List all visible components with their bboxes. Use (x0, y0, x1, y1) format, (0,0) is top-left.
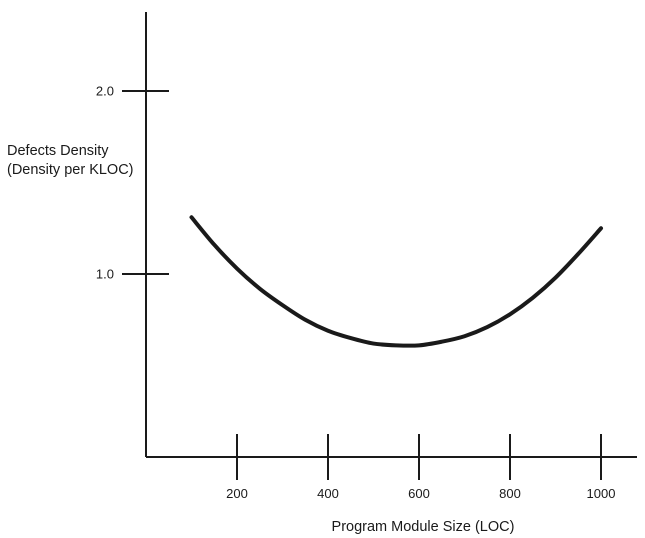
x-tick-label: 400 (317, 486, 339, 501)
y-axis-label: Defects Density (Density per KLOC) (7, 143, 134, 178)
y-tick-label: 1.0 (96, 267, 114, 282)
x-tick-label: 1000 (587, 486, 616, 501)
x-ticks: 200 400 600 800 1000 (226, 434, 615, 501)
y-axis-label-line: (Density per KLOC) (7, 162, 134, 178)
x-tick-label: 200 (226, 486, 248, 501)
series-line (189, 215, 603, 348)
y-axis-label-line: Defects Density (7, 143, 109, 159)
y-ticks: 1.0 2.0 (96, 84, 169, 282)
x-tick-label: 600 (408, 486, 430, 501)
x-tick-label: 800 (499, 486, 521, 501)
y-tick-label: 2.0 (96, 84, 114, 99)
x-axis-label: Program Module Size (LOC) (332, 519, 515, 535)
